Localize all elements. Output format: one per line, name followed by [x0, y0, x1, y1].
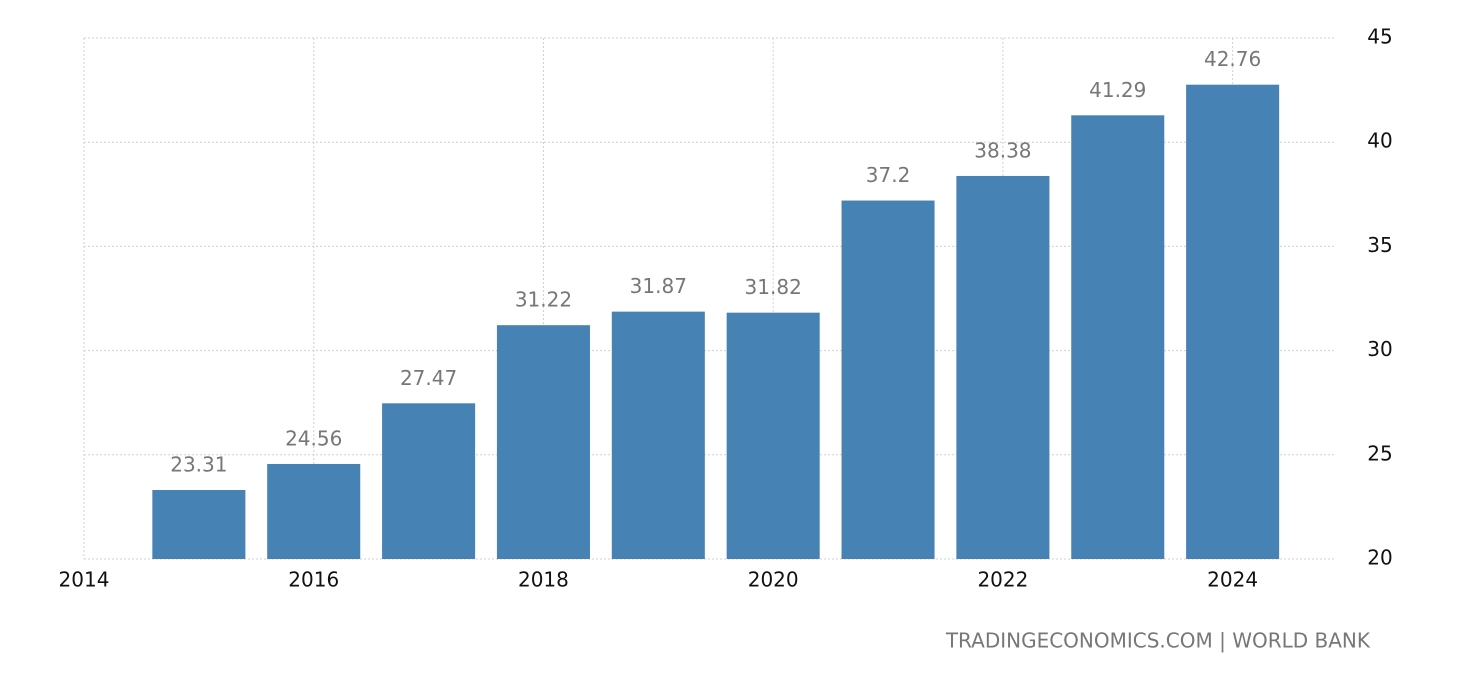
bar: [152, 490, 246, 559]
value-label: 31.87: [630, 274, 687, 298]
bar: [267, 463, 361, 559]
y-tick-label: 30: [1367, 337, 1392, 361]
bar: [1186, 84, 1280, 559]
x-tick-label: 2020: [748, 568, 799, 592]
x-tick-label: 2018: [518, 568, 569, 592]
value-label: 41.29: [1089, 78, 1146, 102]
value-label: 37.2: [866, 163, 911, 187]
bar: [496, 325, 590, 559]
y-tick-label: 40: [1367, 129, 1392, 153]
value-label: 31.22: [515, 288, 572, 312]
value-label: 23.31: [170, 453, 227, 477]
bar: [1071, 115, 1165, 559]
source-note: TRADINGECONOMICS.COM | WORLD BANK: [945, 629, 1371, 653]
bar: [382, 403, 476, 559]
y-tick-label: 35: [1367, 233, 1392, 257]
x-tick-label: 2022: [977, 568, 1028, 592]
bar: [956, 175, 1050, 559]
bar: [611, 311, 705, 559]
value-label: 42.76: [1204, 47, 1261, 71]
value-label: 38.38: [974, 138, 1031, 162]
x-tick-label: 2016: [288, 568, 339, 592]
bar: [726, 312, 820, 559]
y-tick-label: 45: [1367, 25, 1392, 49]
value-label: 24.56: [285, 426, 342, 450]
value-label: 27.47: [400, 366, 457, 390]
x-tick-label: 2014: [59, 568, 110, 592]
bar: [841, 200, 935, 559]
x-tick-label: 2024: [1207, 568, 1258, 592]
value-label: 31.82: [745, 275, 802, 299]
y-tick-label: 20: [1367, 546, 1392, 570]
y-tick-label: 25: [1367, 441, 1392, 465]
